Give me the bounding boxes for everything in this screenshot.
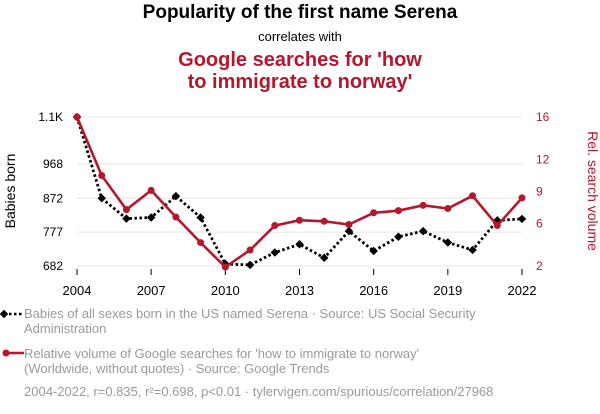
series-searches-point	[271, 222, 279, 230]
right-tick-label: 16	[536, 110, 550, 124]
chart-title-secondary: Google searches for 'how to immigrate to…	[0, 49, 600, 93]
series-searches-point	[345, 220, 353, 228]
x-tick-label: 2004	[63, 283, 92, 298]
series-searches-point	[98, 172, 106, 180]
chart-title-secondary-line2: to immigrate to norway'	[187, 71, 413, 93]
series-searches-point	[518, 194, 526, 202]
series-searches-point	[419, 201, 427, 209]
series-babies-point	[122, 214, 131, 223]
series-babies-point	[468, 245, 477, 255]
left-tick-label: 968	[43, 157, 63, 171]
series-searches-point	[246, 246, 254, 254]
legend-item-babies: Babies of all sexes born in the US named…	[24, 306, 476, 336]
series-babies-point	[443, 238, 453, 247]
x-tick-label: 2010	[211, 283, 240, 298]
footer-stats: 2004-2022, r=0.835, r²=0.698, p<0.01 · t…	[24, 384, 494, 399]
series-searches-point	[370, 209, 378, 217]
series-searches-point	[73, 113, 81, 121]
x-tick-label: 2013	[285, 283, 314, 298]
series-searches-point	[493, 222, 501, 230]
series-searches-point	[296, 216, 303, 224]
left-axis-title: Babies born	[2, 154, 18, 229]
series-searches-point	[221, 263, 229, 271]
series-babies-point	[245, 260, 255, 270]
series-babies-point	[394, 232, 403, 242]
series-searches-point	[469, 192, 477, 200]
legend-item-searches-line2: (Worldwide, without quotes) · Source: Go…	[24, 361, 330, 376]
right-tick-label: 2	[536, 259, 543, 273]
x-tick-label: 2007	[137, 283, 166, 298]
chart-subtitle: correlates with	[258, 29, 342, 44]
series-searches-point	[320, 217, 328, 225]
right-tick-label: 9	[536, 185, 543, 199]
series-babies-point	[319, 253, 329, 263]
series-babies-point	[146, 213, 156, 222]
x-tick-label: 2022	[508, 283, 537, 298]
left-tick-label: 872	[43, 191, 63, 205]
right-tick-label: 12	[536, 153, 550, 167]
left-tick-label: 1.1K	[38, 110, 63, 124]
series-babies-point	[517, 214, 527, 224]
series-babies-point	[418, 226, 428, 236]
legend-item-searches-line1: Relative volume of Google searches for '…	[24, 346, 420, 361]
series-babies-point	[196, 213, 205, 222]
x-tick-label: 2019	[433, 283, 462, 298]
series-searches-point	[122, 206, 130, 214]
series-searches-point	[444, 205, 452, 213]
series-babies-point	[270, 248, 280, 257]
chart-title: Popularity of the first name Serena	[142, 2, 458, 23]
series-searches-point	[394, 207, 402, 215]
left-tick-label: 777	[43, 225, 63, 239]
chart-title-secondary-line1: Google searches for 'how	[178, 49, 422, 71]
series-babies-point	[97, 194, 106, 203]
series-searches-point	[147, 186, 155, 194]
series-searches-point	[197, 239, 205, 247]
series-searches-point	[172, 213, 180, 221]
legend-item-searches: Relative volume of Google searches for '…	[24, 346, 419, 376]
left-tick-label: 682	[43, 259, 63, 273]
right-tick-label: 6	[536, 216, 543, 230]
right-axis-title: Rel. search volume	[585, 131, 600, 251]
legend-item-babies-line1: Babies of all sexes born in the US named…	[24, 306, 476, 321]
legend-item-babies-line2: Administration	[24, 321, 107, 336]
x-tick-label: 2016	[359, 283, 388, 298]
series-babies-point	[295, 240, 304, 249]
